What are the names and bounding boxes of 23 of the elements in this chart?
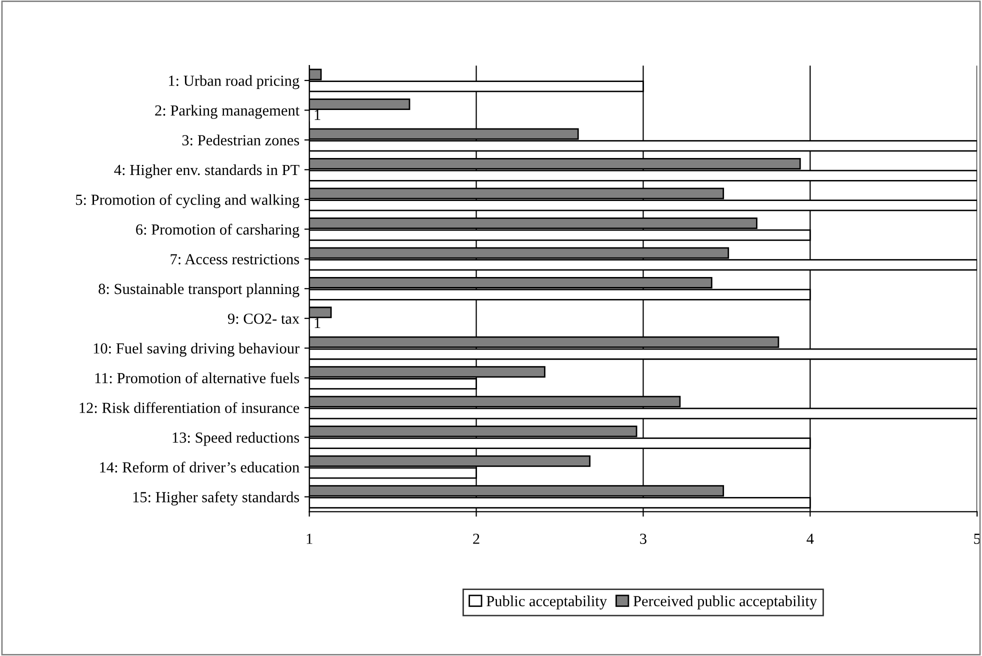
data-label: 1 <box>314 318 320 328</box>
x-tick-label: 1 <box>306 534 312 544</box>
y-tick-label: 13: Speed reductions <box>172 432 300 446</box>
legend-label: Public acceptability <box>486 596 607 610</box>
y-tick-label: 2: Parking management <box>155 104 300 119</box>
x-tick-label: 4 <box>806 534 814 544</box>
y-tick-label: 5: Promotion of cycling and walking <box>76 194 300 208</box>
y-tick-label: 15: Higher safety standards <box>133 491 300 506</box>
y-tick-label: 6: Promotion of carsharing <box>136 224 300 238</box>
y-tick-label: 3: Pedestrian zones <box>182 134 300 146</box>
y-tick-label: 1: Urban road pricing <box>169 75 300 90</box>
y-tick-label: 9: CO2- tax <box>228 314 300 324</box>
y-tick-label: 4: Higher env. standards in PT <box>114 164 300 178</box>
y-tick-label: 8: Sustainable transport planning <box>98 283 300 298</box>
x-tick-label: 2 <box>473 534 480 544</box>
legend-label: Perceived public acceptability <box>633 596 818 610</box>
y-tick-label: 11: Promotion of alternative fuels <box>95 372 300 384</box>
data-label: 1 <box>314 110 320 120</box>
y-tick-label: 14: Reform of driver’s education <box>100 462 300 473</box>
y-tick-label: 12: Risk differentiation of insurance <box>80 402 300 414</box>
x-tick-label: 3 <box>640 534 646 544</box>
y-tick-label: 10: Fuel saving driving behaviour <box>94 342 300 357</box>
y-tick-label: 7: Access restrictions <box>170 254 300 264</box>
